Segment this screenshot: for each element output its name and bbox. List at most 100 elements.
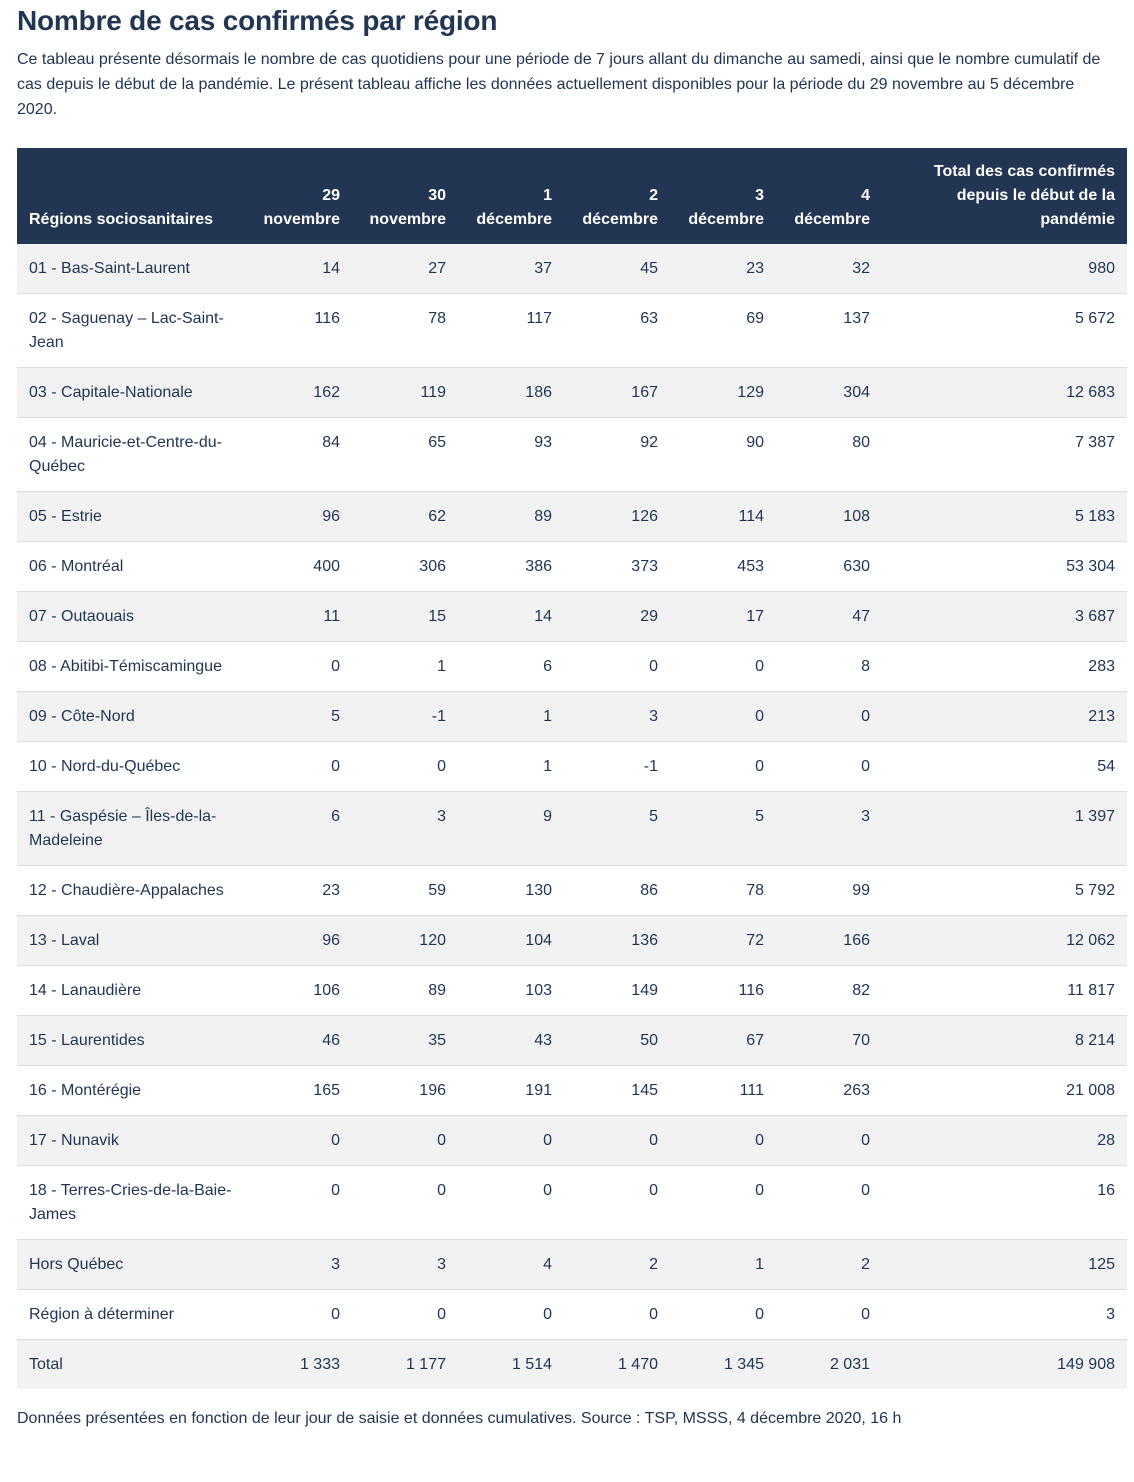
- cell-day-value: 165: [246, 1065, 352, 1116]
- source-note: Données présentées en fonction de leur j…: [17, 1410, 902, 1427]
- header-total-label: Total des cas confirmés depuis le début …: [933, 163, 1115, 228]
- cell-day-value: 2 031: [776, 1339, 882, 1389]
- table-row: 14 - Lanaudière 106 89 103 149 116 82 11 817: [17, 965, 1127, 1016]
- cell-day-value: 191: [458, 1065, 564, 1116]
- cell-day-value: 1: [458, 741, 564, 792]
- cell-day-value: 47: [776, 591, 882, 642]
- cell-day-value: 72: [670, 915, 776, 966]
- table-row: 11 - Gaspésie – Îles-de-la-Madeleine 6 3 9 5…: [17, 791, 1127, 866]
- cell-day-value: 8: [776, 641, 882, 692]
- cell-total: 12 683: [882, 367, 1127, 418]
- cell-total: 8 214: [882, 1015, 1127, 1066]
- cell-day-value: 0: [246, 1289, 352, 1340]
- cell-day-value: 3: [776, 791, 882, 866]
- cell-total: 980: [882, 244, 1127, 294]
- cell-day-value: 0: [670, 641, 776, 692]
- cell-day-value: 0: [670, 1289, 776, 1340]
- cell-day-value: 400: [246, 541, 352, 592]
- cell-day-value: 263: [776, 1065, 882, 1116]
- table-row: 13 - Laval 96 120 104 136 72 166 12 062: [17, 915, 1127, 966]
- cell-day-value: 29: [564, 591, 670, 642]
- table-row: 16 - Montérégie 165 196 191 145 111 263 21 008: [17, 1065, 1127, 1116]
- table-row: 10 - Nord-du-Québec 0 0 1 -1 0 0 54: [17, 741, 1127, 792]
- table-row: 01 - Bas-Saint-Laurent 14 27 37 45 23 32 980: [17, 244, 1127, 294]
- cell-region: 16 - Montérégie: [17, 1065, 246, 1116]
- cell-total: 125: [882, 1239, 1127, 1290]
- cell-region: 01 - Bas-Saint-Laurent: [17, 244, 246, 294]
- cell-day-value: 65: [352, 417, 458, 492]
- cell-day-value: 0: [352, 1165, 458, 1240]
- header-day-num: 2: [649, 187, 658, 204]
- cell-day-value: 80: [776, 417, 882, 492]
- table-row: 17 - Nunavik 0 0 0 0 0 0 28: [17, 1115, 1127, 1166]
- header-day-month: décembre: [794, 211, 870, 228]
- cell-day-value: 23: [246, 865, 352, 916]
- cell-region: 18 - Terres-Cries-de-la-Baie-James: [17, 1165, 246, 1240]
- cell-day-value: 3: [246, 1239, 352, 1290]
- table-row: 08 - Abitibi-Témiscamingue 0 1 6 0 0 8 283: [17, 641, 1127, 692]
- cell-day-value: 5: [246, 691, 352, 742]
- cell-day-value: 89: [458, 491, 564, 542]
- cell-day-value: 2: [776, 1239, 882, 1290]
- cell-day-value: 6: [246, 791, 352, 866]
- cell-day-value: 0: [670, 741, 776, 792]
- table-row: 09 - Côte-Nord 5 -1 1 3 0 0 213: [17, 691, 1127, 742]
- cell-day-value: 106: [246, 965, 352, 1016]
- cell-day-value: 116: [246, 293, 352, 368]
- cell-day-value: 3: [564, 691, 670, 742]
- cell-day-value: 50: [564, 1015, 670, 1066]
- cell-total: 7 387: [882, 417, 1127, 492]
- header-day-num: 30: [428, 187, 446, 204]
- header-region: Régions sociosanitaires: [17, 148, 246, 244]
- header-day-month: novembre: [369, 211, 446, 228]
- cell-day-value: 45: [564, 244, 670, 294]
- cell-day-value: 108: [776, 491, 882, 542]
- cell-day-value: 1 470: [564, 1339, 670, 1389]
- cell-total: 5 183: [882, 491, 1127, 542]
- cases-table: Régions sociosanitaires 29 novembre 30 n…: [17, 148, 1127, 1389]
- cell-day-value: 63: [564, 293, 670, 368]
- cell-day-value: 166: [776, 915, 882, 966]
- cell-day-value: 89: [352, 965, 458, 1016]
- cell-total: 5 672: [882, 293, 1127, 368]
- cell-day-value: 453: [670, 541, 776, 592]
- cell-day-value: 186: [458, 367, 564, 418]
- cell-total: 54: [882, 741, 1127, 792]
- cell-total: 5 792: [882, 865, 1127, 916]
- cell-day-value: 1: [670, 1239, 776, 1290]
- cell-region: Total: [17, 1339, 246, 1389]
- header-day-num: 3: [755, 187, 764, 204]
- cell-day-value: 62: [352, 491, 458, 542]
- cell-day-value: 90: [670, 417, 776, 492]
- cell-day-value: 11: [246, 591, 352, 642]
- cell-day-value: 1: [458, 691, 564, 742]
- header-day-month: décembre: [476, 211, 552, 228]
- cell-region: 11 - Gaspésie – Îles-de-la-Madeleine: [17, 791, 246, 866]
- table-row: 03 - Capitale-Nationale 162 119 186 167 129 30…: [17, 367, 1127, 418]
- table-row: Hors Québec 3 3 4 2 1 2 125: [17, 1239, 1127, 1290]
- header-total: Total des cas confirmés depuis le début …: [882, 148, 1127, 244]
- table-body: 01 - Bas-Saint-Laurent 14 27 37 45 23 32 980 02 …: [17, 244, 1127, 1389]
- cell-day-value: 149: [564, 965, 670, 1016]
- table-row: 12 - Chaudière-Appalaches 23 59 130 86 78 99 5 …: [17, 865, 1127, 916]
- cell-region: 10 - Nord-du-Québec: [17, 741, 246, 792]
- cell-day-value: 1 345: [670, 1339, 776, 1389]
- cell-region: 15 - Laurentides: [17, 1015, 246, 1066]
- cell-day-value: 0: [246, 1115, 352, 1166]
- header-day-month: décembre: [688, 211, 764, 228]
- cell-day-value: 130: [458, 865, 564, 916]
- header-row: Régions sociosanitaires 29 novembre 30 n…: [17, 148, 1127, 244]
- cell-day-value: 78: [670, 865, 776, 916]
- cell-day-value: 0: [564, 1165, 670, 1240]
- cell-total: 1 397: [882, 791, 1127, 866]
- cell-day-value: 0: [458, 1289, 564, 1340]
- cell-day-value: 630: [776, 541, 882, 592]
- cell-day-value: 0: [458, 1115, 564, 1166]
- cell-day-value: 82: [776, 965, 882, 1016]
- cell-region: 08 - Abitibi-Témiscamingue: [17, 641, 246, 692]
- cell-day-value: 15: [352, 591, 458, 642]
- cell-region: 17 - Nunavik: [17, 1115, 246, 1166]
- cell-day-value: 373: [564, 541, 670, 592]
- cell-day-value: 126: [564, 491, 670, 542]
- cell-total: 283: [882, 641, 1127, 692]
